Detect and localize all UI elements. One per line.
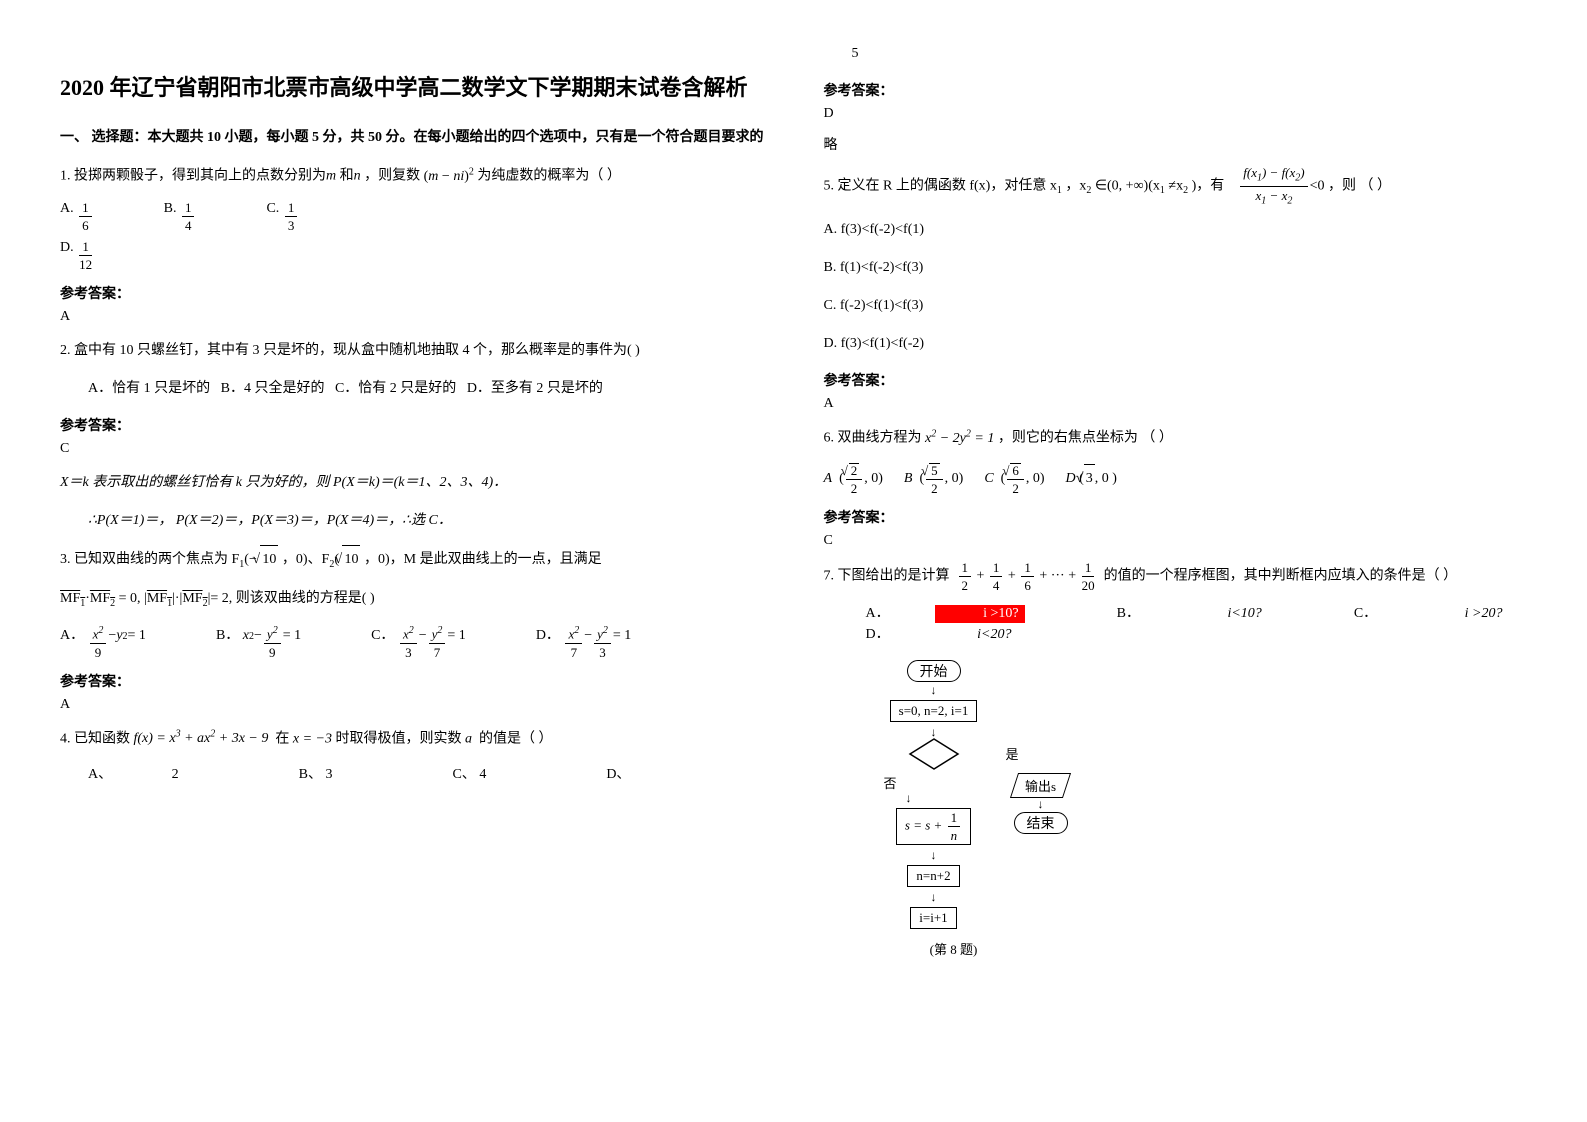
q3-answer: A [60, 697, 764, 713]
q5-opt-a: A. f(3)<f(-2)<f(1) [824, 216, 1528, 244]
fc-step: s = s + 1n [896, 808, 971, 845]
q1-opt-d: D. [60, 240, 74, 256]
fc-i1: i=i+1 [910, 907, 956, 929]
question-3: 3. 已知双曲线的两个焦点为 F1(− 10 ，0)、F2( 10 ，0)，M … [60, 545, 764, 575]
fc-output: 输出s [1010, 773, 1071, 798]
question-5: 5. 定义在 R 上的偶函数 f(x)，对任意 x1 ，x2 ∈(0, +∞)(… [824, 166, 1528, 206]
q1-opt-c: C. [266, 201, 279, 217]
q5-answer: A [824, 396, 1528, 412]
q6-answer: C [824, 533, 1528, 549]
q5-opt-b: B. f(1)<f(-2)<f(3) [824, 254, 1528, 282]
fc-caption: (第 8 题) [864, 939, 1044, 958]
question-7: 7. 下图给出的是计算 12 + 14 + 16 + ··· + 120 的值的… [824, 561, 1528, 592]
fc-n2: n=n+2 [907, 865, 959, 887]
q5-opt-c: C. f(-2)<f(1)<f(3) [824, 292, 1528, 320]
q6-options: A (22, 0) B (52, 0) C (62, 0) D (3, 0 ) [824, 463, 1528, 495]
q2-explain-2: ∴P(X＝1)＝， P(X＝2)＝，P(X＝3)＝，P(X＝4)＝，∴选 C． [60, 507, 764, 535]
q4-opt-d-value: 5 [824, 40, 1528, 68]
q2-answer: C [60, 441, 764, 457]
q1-text: 1. 投掷两颗骰子，得到其向上的点数分别为 [60, 169, 326, 184]
fc-start: 开始 [907, 660, 961, 682]
q7-options: A． i >10? B． i<10? C． i >20? D． i<20? [824, 602, 1528, 643]
q3-options: A． x29 − y2 = 1 B． x2 − y29 = 1 C． x23 −… [60, 624, 764, 659]
q2-explain-1: X＝k 表示取出的螺丝钉恰有 k 只为好的，则 P(X＝k)＝(k＝1、2、3、… [60, 469, 764, 497]
section-header: 一、 选择题：本大题共 10 小题，每小题 5 分，共 50 分。在每小题给出的… [60, 125, 764, 150]
answer-label: 参考答案： [60, 283, 764, 303]
q2-options: A．恰有 1 只是坏的 B．4 只全是好的 C．恰有 2 只是好的 D．至多有 … [60, 375, 764, 403]
q1-opt-b: B. [164, 201, 177, 217]
q4-answer: D [824, 106, 1528, 122]
q4-note: 略 [824, 134, 1528, 154]
q5-opt-d: D. f(3)<f(1)<f(-2) [824, 330, 1528, 358]
q4-options: A、 2 B、 3 C、 4 D、 [60, 763, 764, 783]
fc-end: 结束 [1014, 812, 1068, 834]
page-title: 2020 年辽宁省朝阳市北票市高级中学高二数学文下学期期末试卷含解析 [60, 70, 764, 105]
left-column: 2020 年辽宁省朝阳市北票市高级中学高二数学文下学期期末试卷含解析 一、 选择… [60, 30, 764, 1092]
question-6: 6. 双曲线方程为 x2 − 2y2 = 1 ，则它的右焦点坐标为 （ ） [824, 424, 1528, 453]
q1-opt-a: A. [60, 201, 74, 217]
right-column: 5 参考答案： D 略 5. 定义在 R 上的偶函数 f(x)，对任意 x1 ，… [824, 30, 1528, 1092]
question-2: 2. 盒中有 10 只螺丝钉，其中有 3 只是坏的，现从盒中随机地抽取 4 个，… [60, 337, 764, 365]
q1-answer: A [60, 309, 764, 325]
flowchart: 开始 ↓ s=0, n=2, i=1 ↓ 是 否 ↓ s = s + 1n [864, 658, 1528, 958]
question-4: 4. 已知函数 f(x) = x3 + ax2 + 3x − 9 在 x = −… [60, 725, 764, 754]
q1-options: A. 16 B. 14 C. 13 [60, 201, 764, 232]
question-1: 1. 投掷两颗骰子，得到其向上的点数分别为m 和n ，则复数 (m − ni)2… [60, 162, 764, 191]
fc-init: s=0, n=2, i=1 [890, 700, 978, 722]
